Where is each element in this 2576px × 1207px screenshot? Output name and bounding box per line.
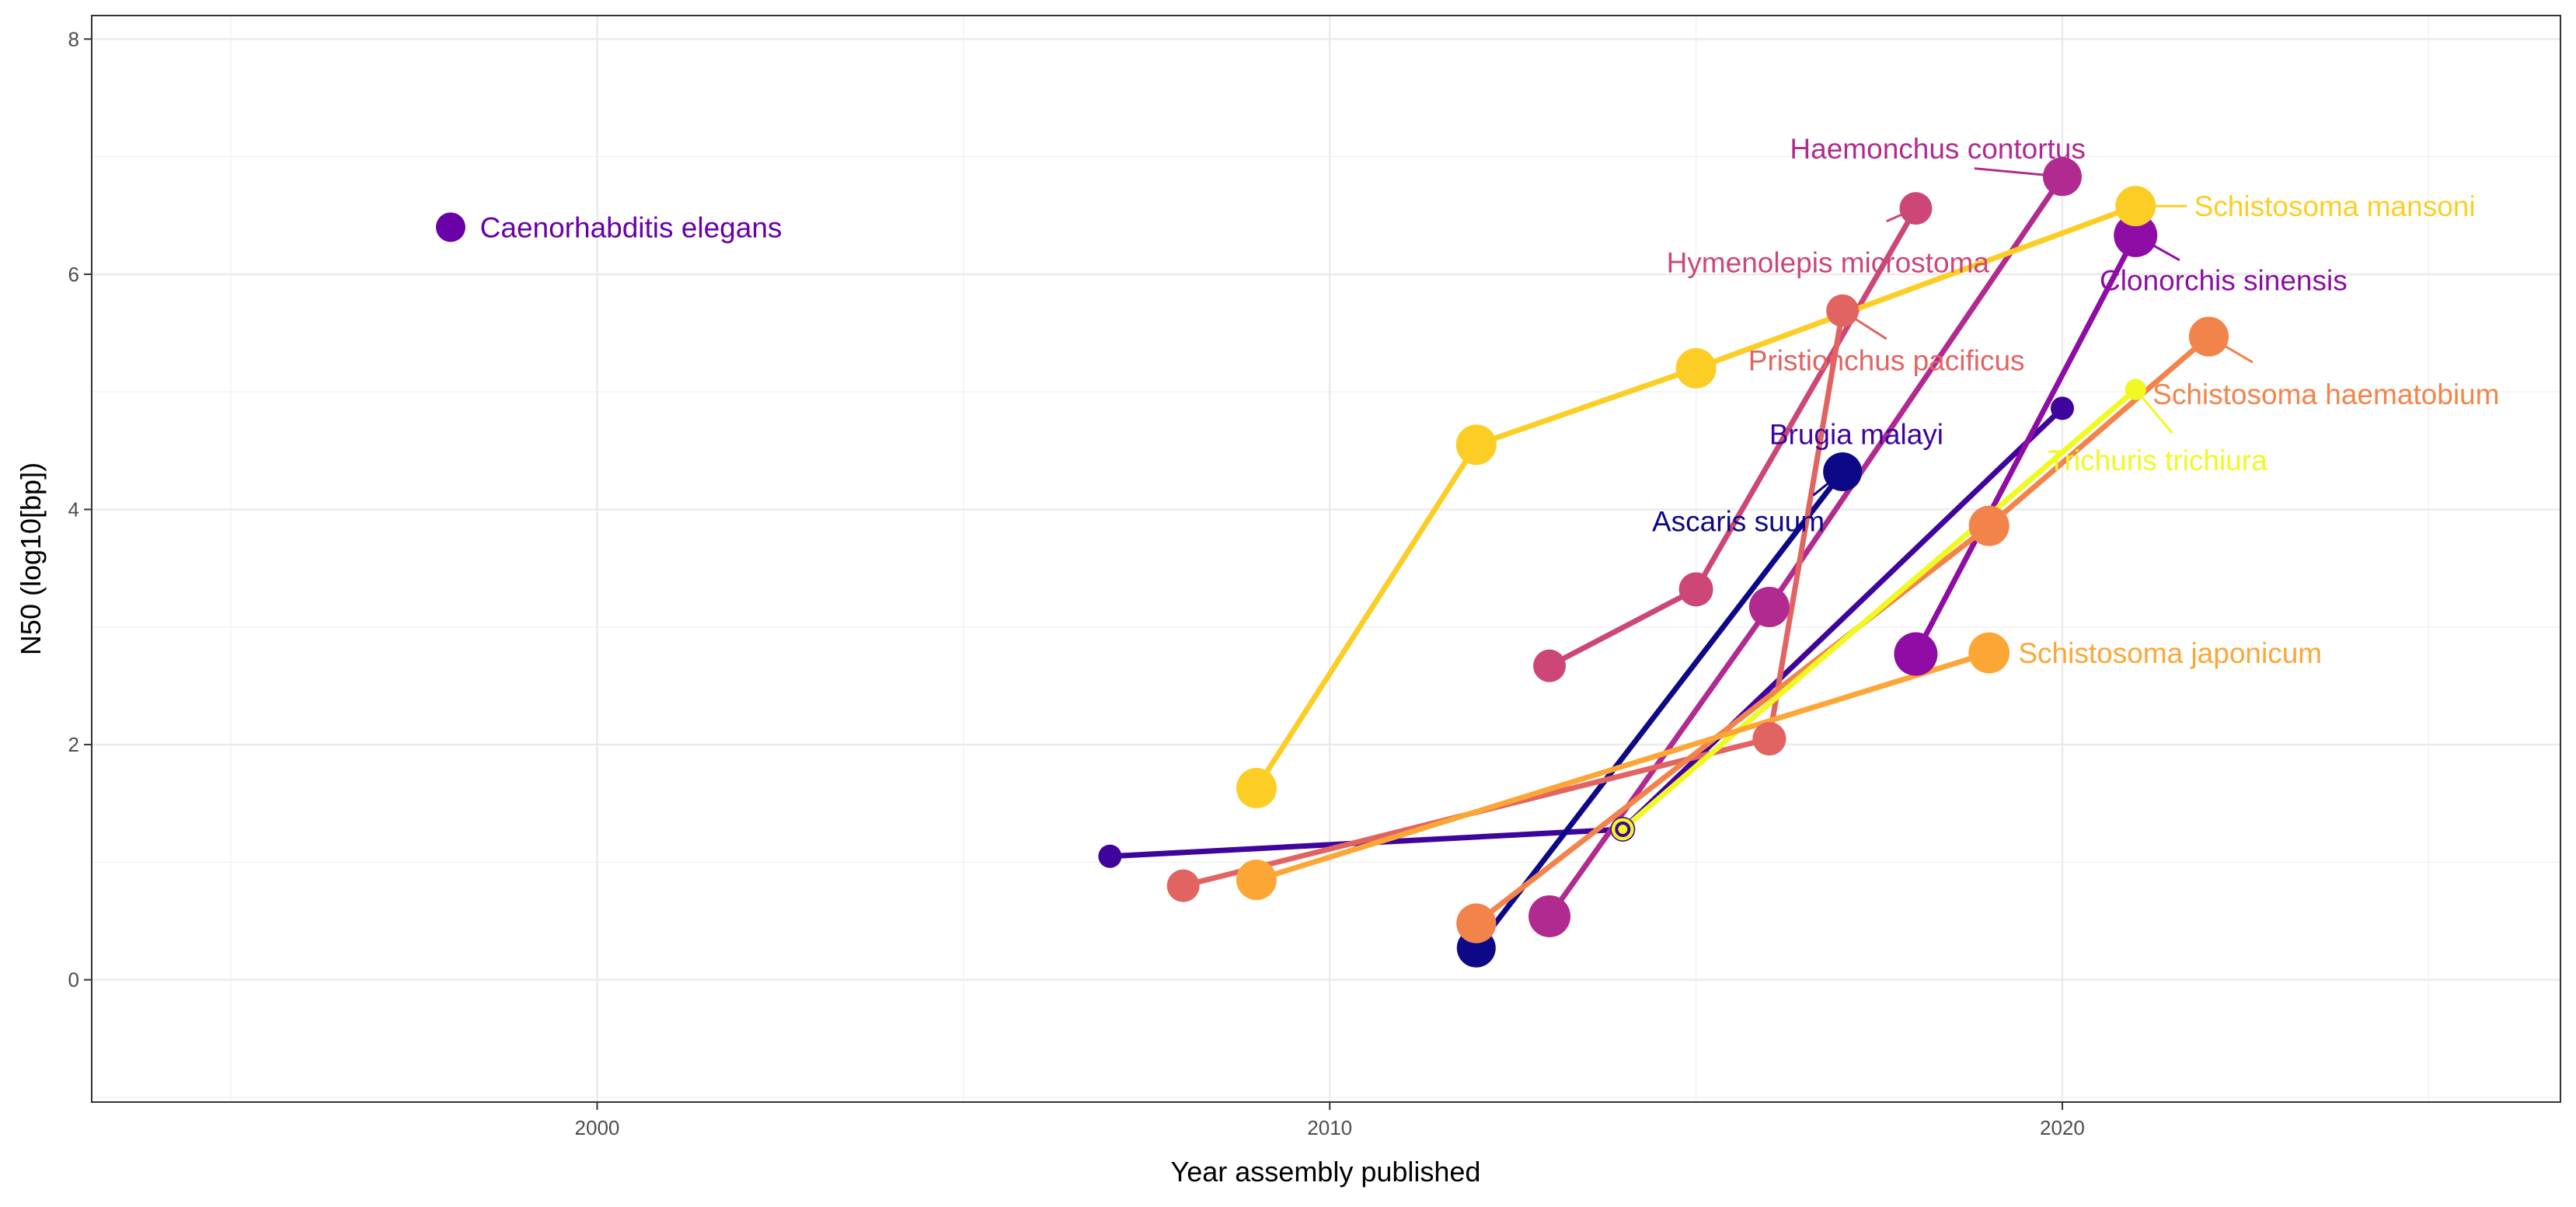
point-haemonchus-contortus-1 <box>1748 587 1790 628</box>
x-tick-label-2000: 2000 <box>575 1116 620 1139</box>
point-haemonchus-contortus-0 <box>1529 895 1571 937</box>
point-schistosoma-haematobium-1 <box>1968 505 2010 546</box>
x-tick-label-2020: 2020 <box>2040 1116 2085 1139</box>
species-labels: Caenorhabditis elegans Haemonchus contort… <box>480 133 2500 669</box>
point-pristionchus-pacificus-0 <box>1166 869 1200 902</box>
label-caenorhabditis-elegans: Caenorhabditis elegans <box>480 211 783 243</box>
point-clonorchis-sinensis-1 <box>2114 213 2158 257</box>
y-tick-label-4: 4 <box>68 497 79 521</box>
point-ring-brugia-malayi <box>1615 821 1631 837</box>
point-haemonchus-contortus-2 <box>2042 157 2082 197</box>
label-clonorchis-sinensis: Clonorchis sinensis <box>2100 264 2348 296</box>
point-hymenolepis-microstoma-1 <box>1678 572 1713 607</box>
label-schistosoma-mansoni: Schistosoma mansoni <box>2194 190 2476 222</box>
point-schistosoma-japonicum-1 <box>1968 632 2010 674</box>
series-line-schistosoma-mansoni <box>1253 203 2139 791</box>
label-schistosoma-haematobium: Schistosoma haematobium <box>2152 378 2499 410</box>
label-ascaris-suum: Ascaris suum <box>1652 506 1825 538</box>
series-line-trichuris-trichiura <box>1619 386 2139 832</box>
point-schistosoma-haematobium-2 <box>2188 316 2229 357</box>
label-hymenolepis-microstoma: Hymenolepis microstoma <box>1667 247 1990 279</box>
point-schistosoma-mansoni-1 <box>1455 424 1497 466</box>
point-caenorhabditis-elegans-0 <box>435 212 465 242</box>
point-schistosoma-mansoni-3 <box>2115 186 2156 227</box>
x-tick-label-2010: 2010 <box>1307 1116 1352 1139</box>
point-ascaris-suum-1 <box>1823 452 1863 492</box>
point-brugia-malayi-2 <box>2050 396 2074 420</box>
point-brugia-malayi-0 <box>1098 844 1122 868</box>
axis-ticks: 2000 2010 2020 0 2 4 6 8 <box>68 27 2085 1139</box>
point-hymenolepis-microstoma-2 <box>1899 192 1933 225</box>
point-schistosoma-mansoni-0 <box>1236 768 1277 809</box>
series-line-clonorchis-sinensis <box>1912 232 2139 658</box>
series-line-ascaris-suum <box>1473 469 1846 951</box>
point-schistosoma-japonicum-0 <box>1236 860 1277 901</box>
label-pristionchus-pacificus: Pristionchus pacificus <box>1748 344 2025 376</box>
label-trichuris-trichiura: Trichuris trichiura <box>2048 445 2268 476</box>
grid-lines <box>92 16 2560 1102</box>
point-hymenolepis-microstoma-0 <box>1533 649 1567 682</box>
point-trichuris-trichiura-1 <box>2125 378 2146 400</box>
point-pristionchus-pacificus-2 <box>1826 294 1860 327</box>
label-schistosoma-japonicum: Schistosoma japonicum <box>2018 637 2322 669</box>
y-tick-label-8: 8 <box>68 27 79 51</box>
label-brugia-malayi: Brugia malayi <box>1769 419 1943 451</box>
plot-panel <box>92 16 2560 1102</box>
series-line-schistosoma-japonicum <box>1253 650 1992 883</box>
plot-border <box>91 15 2561 1103</box>
data-points <box>435 157 2229 968</box>
point-pristionchus-pacificus-1 <box>1752 721 1786 756</box>
y-tick-label-2: 2 <box>68 733 79 756</box>
y-tick-label-0: 0 <box>68 968 79 992</box>
point-clonorchis-sinensis-0 <box>1894 632 1938 676</box>
y-tick-label-6: 6 <box>68 263 79 286</box>
point-schistosoma-haematobium-0 <box>1456 903 1497 944</box>
label-haemonchus-contortus: Haemonchus contortus <box>1790 133 2085 165</box>
point-schistosoma-mansoni-2 <box>1675 347 1717 389</box>
x-axis-title: Year assembly published <box>1171 1156 1481 1188</box>
y-axis-title: N50 (log10[bp]) <box>15 462 47 655</box>
